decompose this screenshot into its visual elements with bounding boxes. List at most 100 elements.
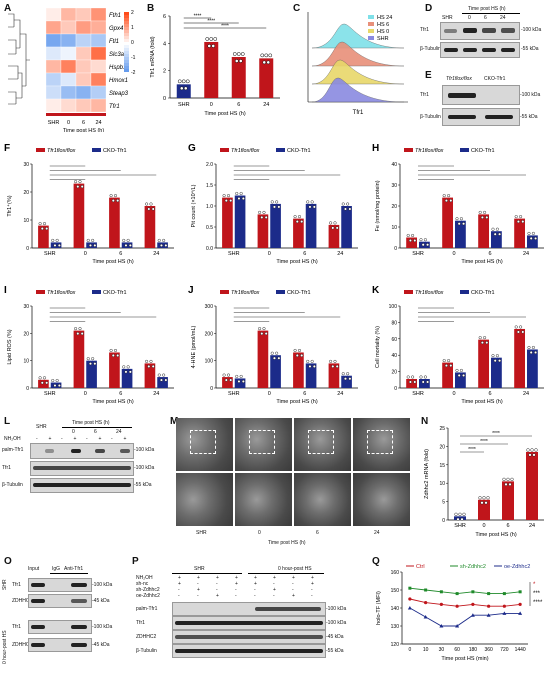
sig-label: **** [533, 600, 543, 606]
data-point [455, 624, 460, 628]
bar-blue [305, 203, 317, 248]
blot-d-lane: 6 [484, 15, 487, 21]
heatmap-gene-label: Ftl1 [109, 39, 119, 45]
data-point [426, 243, 430, 247]
legend-swatch [368, 29, 374, 33]
sig-label: *** [533, 591, 541, 597]
blot-p-group: 0 hour-post HS [278, 566, 312, 572]
treatment-sign: - [178, 593, 180, 599]
y-title: Fe (nmol/mg protein) [375, 180, 381, 231]
data-point [458, 512, 462, 516]
y-tick-label: 0 [394, 386, 397, 392]
treatment-sign: - [254, 593, 256, 599]
nh2oh-sign: + [98, 436, 102, 442]
blot-o-row-label: Tfr1 [12, 624, 21, 630]
data-point [128, 243, 132, 247]
blot-d-lane: SHR [442, 15, 453, 21]
data-point [346, 202, 350, 206]
data-point [346, 372, 350, 376]
data-point [343, 377, 347, 381]
em-label: 24 [374, 530, 380, 536]
bar-red [328, 224, 340, 248]
bar-blue [121, 368, 133, 388]
legend-swatch [368, 36, 374, 40]
data-point [498, 359, 502, 363]
heatmap-x-label: 0 [67, 120, 70, 126]
treatment-sign: + [292, 593, 295, 599]
data-point [76, 185, 80, 189]
x-tick-label: 180 [469, 647, 478, 653]
data-point [126, 238, 130, 242]
x-title: Time post HS (h) [475, 532, 517, 538]
y-tick-label: 80 [391, 320, 397, 326]
heatmap-gene-label: Hspb1 [109, 65, 126, 71]
bar-blue [86, 360, 97, 388]
x-tick-label: 10 [423, 647, 429, 653]
sig-label: **** [480, 439, 488, 445]
data-point [306, 200, 310, 204]
blot-p-group: SHR [194, 566, 205, 572]
legend-label: CKO-Tfr1 [103, 148, 127, 154]
bar-red [478, 214, 489, 248]
y-tick-label: 0 [26, 246, 29, 252]
data-point [514, 215, 518, 219]
legend-swatch [36, 290, 45, 294]
data-point [272, 205, 276, 209]
bar [204, 41, 219, 98]
heatmap-cell [45, 85, 62, 100]
blot-e: Tfr1flox/flox CKO-Tfr1 Tfr1 β-Tubulin -1… [420, 76, 552, 134]
data-point [126, 365, 130, 369]
blot-p-row-label: Tfr1 [136, 620, 145, 626]
treatment-sign: - [216, 587, 218, 593]
bar-red [73, 330, 85, 388]
y-title: Tfr1⁺(%) [6, 195, 13, 216]
data-point [341, 202, 345, 206]
colorbar-tick: 1 [131, 25, 134, 31]
data-point [449, 364, 453, 368]
data-point [116, 353, 120, 357]
data-point [421, 380, 425, 384]
data-point [264, 332, 268, 336]
data-point [487, 604, 491, 608]
blot-p-kda: -100 kDa [326, 606, 347, 612]
heatmap-cell [75, 59, 92, 74]
dendrogram [8, 13, 30, 105]
heatmap-x-label: 6 [82, 120, 85, 126]
data-point [478, 336, 482, 340]
data-point [508, 482, 512, 486]
em-roi-box [249, 430, 275, 454]
y-tick-label: 10 [391, 225, 397, 231]
data-point [459, 368, 463, 372]
y-tick-label: 20 [391, 370, 397, 376]
data-point [423, 375, 427, 379]
treatment-sign: + [235, 581, 238, 587]
y-tick-label: 0 [210, 386, 213, 392]
heatmap-cell [45, 46, 62, 61]
em-label: SHR [196, 530, 207, 536]
heatmap-gene-label: Gpx4 [109, 26, 124, 32]
colorbar-segment [124, 63, 129, 66]
blot-d-strip [440, 42, 520, 58]
blot-p-strip [172, 602, 326, 616]
y-tick-label: 130 [391, 624, 400, 630]
blot-p: SHR 0 hour-post HS NH₂OH sh-nc sh-Zdhhc2… [132, 560, 368, 670]
bar-blue [270, 355, 281, 388]
data-point [258, 327, 262, 331]
data-point [43, 376, 47, 380]
data-point [128, 370, 132, 374]
heatmap-cell [60, 20, 77, 35]
data-point [478, 210, 482, 214]
bar [454, 516, 466, 520]
em-roi-box [190, 430, 216, 454]
data-point [495, 227, 499, 231]
data-point [484, 501, 488, 505]
bar-blue [527, 349, 538, 388]
data-point [295, 353, 299, 357]
heatmap-cell [75, 20, 92, 35]
bar-red [406, 378, 417, 388]
heatmap-cell [90, 98, 107, 113]
bar [526, 451, 538, 520]
data-point [45, 381, 49, 385]
data-point [53, 384, 57, 388]
group-bar [46, 113, 106, 116]
